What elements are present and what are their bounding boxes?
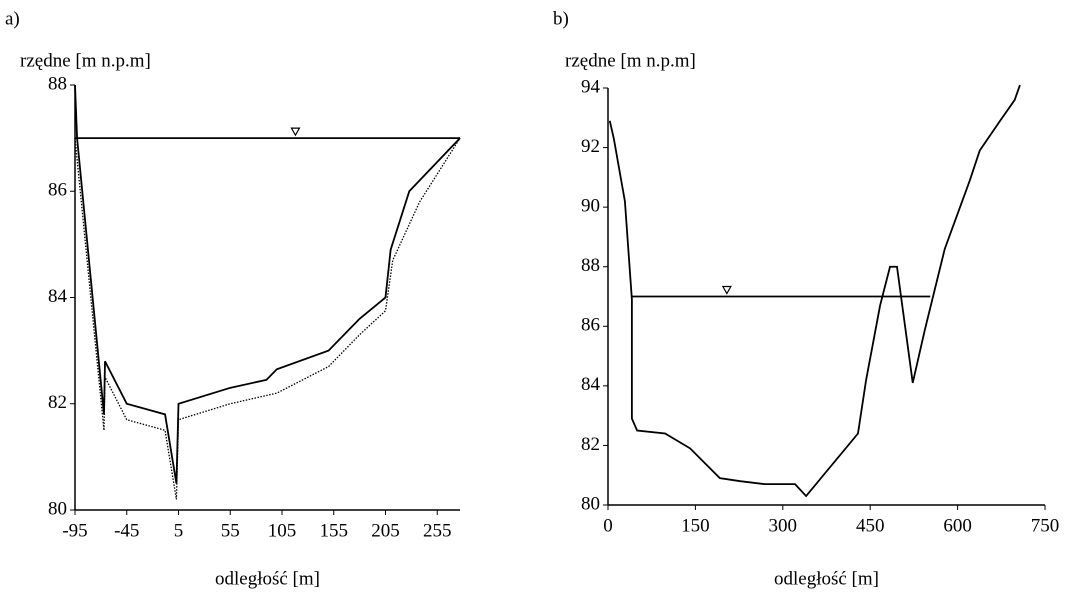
x-tick-label: 600 [943,515,972,536]
water-level-marker [290,127,301,137]
y-tick-label: 84 [48,286,68,307]
water-level-marker [721,285,732,295]
y-tick-label: 86 [48,180,67,201]
y-tick-label: 84 [581,374,601,395]
data-line [608,84,1021,498]
x-tick-label: 450 [856,515,885,536]
panel-label: a) [5,8,20,29]
y-tick-label: 80 [581,493,600,514]
y-tick-label: 94 [581,76,601,97]
x-tick-label: -45 [114,520,139,541]
x-tick-label: 155 [319,520,348,541]
x-tick-label: 55 [221,520,240,541]
x-tick-label: 255 [423,520,452,541]
x-tick-label: 0 [603,515,613,536]
panel-label: b) [553,8,569,29]
x-axis-label: odległość [m] [215,568,320,589]
data-line [74,84,461,484]
y-axis-label: rzędne [m n.p.m] [565,50,696,71]
y-tick-label: 90 [581,196,600,217]
x-tick-label: 105 [268,520,297,541]
x-tick-label: 5 [174,520,184,541]
y-tick-label: 82 [48,392,67,413]
x-tick-label: 750 [1031,515,1060,536]
x-tick-label: 150 [681,515,710,536]
x-tick-label: -95 [62,520,87,541]
data-line [74,137,461,500]
y-tick-label: 80 [48,498,67,519]
y-tick-label: 88 [581,255,600,276]
y-tick-label: 82 [581,434,600,455]
y-axis-label: rzędne [m n.p.m] [20,50,151,71]
y-tick-label: 92 [581,136,600,157]
y-tick-label: 86 [581,315,600,336]
y-tick-label: 88 [48,73,67,94]
x-tick-label: 205 [371,520,400,541]
x-axis-label: odległość [m] [774,568,879,589]
x-tick-label: 300 [769,515,798,536]
